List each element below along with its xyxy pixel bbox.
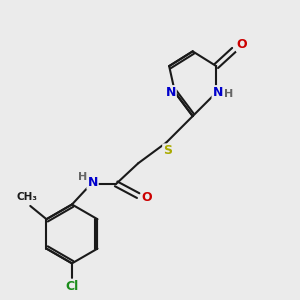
Text: N: N bbox=[87, 176, 98, 189]
Text: N: N bbox=[165, 86, 176, 99]
Text: H: H bbox=[224, 89, 233, 99]
Text: Cl: Cl bbox=[65, 280, 79, 293]
Text: O: O bbox=[237, 38, 248, 51]
Text: S: S bbox=[163, 144, 172, 158]
Text: N: N bbox=[212, 86, 223, 99]
Text: CH₃: CH₃ bbox=[17, 191, 38, 202]
Text: H: H bbox=[78, 172, 87, 182]
Text: O: O bbox=[142, 190, 152, 204]
